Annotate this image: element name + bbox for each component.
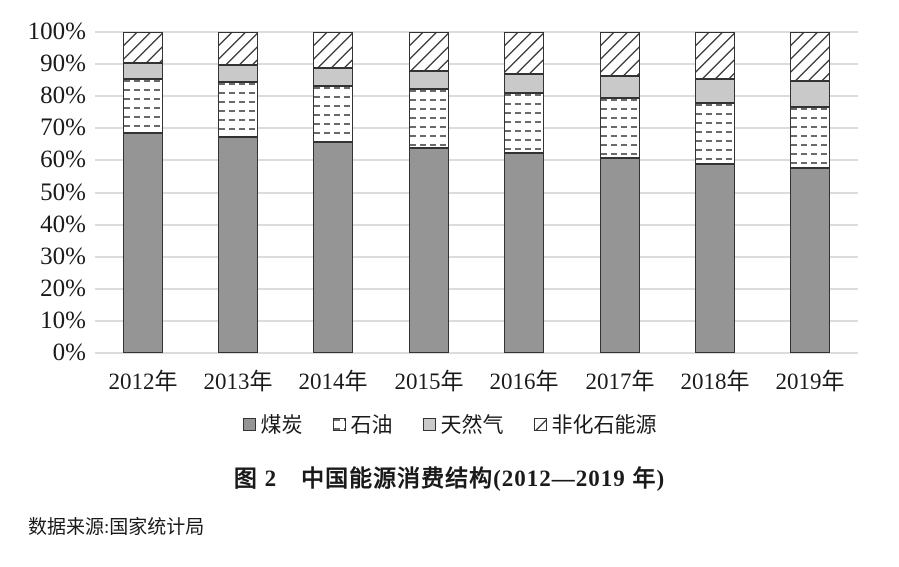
bar-segment-非化石能源: [123, 32, 163, 64]
gridline: [95, 31, 858, 33]
x-axis-tick-label: 2015年: [394, 369, 464, 394]
bar-segment-天然气: [313, 68, 353, 87]
bar-segment-煤炭: [409, 148, 449, 353]
y-axis-tick-label: 60%: [40, 146, 86, 173]
gridline: [95, 320, 858, 322]
legend-label: 煤炭: [260, 413, 303, 437]
bar-segment-非化石能源: [790, 32, 830, 82]
legend-swatch-icon: [422, 417, 436, 431]
legend-swatch-icon: [533, 417, 547, 431]
y-axis-tick-label: 40%: [40, 211, 86, 238]
x-axis-tick-label: 2019年: [775, 369, 845, 394]
y-axis-tick-label: 10%: [40, 307, 86, 334]
bar-segment-天然气: [504, 73, 544, 94]
y-axis-tick-label: 30%: [40, 243, 86, 270]
bar-segment-石油: [409, 89, 449, 149]
bar-segment-非化石能源: [695, 32, 735, 79]
x-axis-tick-label: 2018年: [680, 369, 750, 394]
stacked-bar-2015年: [409, 32, 449, 353]
bar-segment-煤炭: [123, 133, 163, 353]
stacked-bar-2012年: [123, 32, 163, 353]
bar-segment-煤炭: [504, 153, 544, 353]
x-axis-tick-label: 2012年: [108, 369, 178, 394]
gridline: [95, 256, 858, 258]
gridline: [95, 224, 858, 226]
stacked-bar-2016年: [504, 32, 544, 353]
bar-segment-石油: [504, 93, 544, 154]
chart-legend: 煤炭 石油 天然气 非化石能源: [0, 409, 899, 439]
bar-segment-石油: [123, 78, 163, 134]
y-axis-tick-label: 70%: [40, 114, 86, 141]
legend-swatch-icon: [242, 417, 256, 431]
x-axis-tick-label: 2016年: [489, 369, 559, 394]
stacked-bar-2018年: [695, 32, 735, 353]
bar-segment-天然气: [218, 64, 258, 82]
gridline: [95, 288, 858, 290]
bar-segment-非化石能源: [504, 32, 544, 74]
gridline: [95, 127, 858, 129]
y-axis-tick-label: 100%: [27, 18, 86, 45]
x-axis-tick-label: 2013年: [203, 369, 273, 394]
x-axis-tick-label: 2017年: [585, 369, 655, 394]
gridline: [95, 159, 858, 161]
stacked-bar-2014年: [313, 32, 353, 353]
bar-segment-煤炭: [600, 158, 640, 353]
plot-area: [95, 31, 858, 354]
stacked-bar-2013年: [218, 32, 258, 353]
y-axis-tick-label: 20%: [40, 275, 86, 302]
bar-segment-煤炭: [313, 141, 353, 353]
bar-segment-天然气: [600, 75, 640, 98]
gridline: [95, 192, 858, 194]
legend-item-煤炭: 煤炭: [242, 409, 303, 439]
gridline: [95, 352, 858, 354]
data-source-note: 数据来源:国家统计局: [28, 517, 205, 538]
legend-item-非化石能源: 非化石能源: [533, 409, 657, 439]
y-axis-tick-label: 50%: [40, 179, 86, 206]
bar-segment-天然气: [695, 78, 735, 103]
stacked-bar-2017年: [600, 32, 640, 353]
y-axis-tick-label: 80%: [40, 82, 86, 109]
bar-segment-石油: [218, 81, 258, 137]
bar-segment-石油: [695, 102, 735, 164]
y-axis-tick-label: 0%: [52, 339, 86, 366]
bar-segment-天然气: [790, 81, 830, 108]
gridline: [95, 63, 858, 65]
legend-label: 天然气: [440, 413, 504, 437]
bar-segment-煤炭: [790, 167, 830, 353]
bar-segment-天然气: [409, 70, 449, 90]
bar-segment-石油: [313, 86, 353, 142]
gridline: [95, 95, 858, 97]
bar-segment-石油: [790, 107, 830, 168]
legend-label: 石油: [350, 413, 393, 437]
stacked-bar-2019年: [790, 32, 830, 353]
bar-segment-非化石能源: [313, 32, 353, 69]
legend-item-天然气: 天然气: [422, 409, 504, 439]
legend-item-石油: 石油: [332, 409, 393, 439]
bar-segment-非化石能源: [600, 32, 640, 76]
bar-segment-煤炭: [695, 163, 735, 353]
x-axis-tick-label: 2014年: [298, 369, 368, 394]
figure-caption: 图 2 中国能源消费结构(2012—2019 年): [233, 466, 666, 491]
bar-segment-天然气: [123, 63, 163, 79]
y-axis-tick-label: 90%: [40, 50, 86, 77]
bar-segment-非化石能源: [409, 32, 449, 71]
bar-segment-煤炭: [218, 136, 258, 353]
bar-segment-石油: [600, 97, 640, 159]
bar-segment-非化石能源: [218, 32, 258, 65]
legend-label: 非化石能源: [551, 413, 657, 437]
legend-swatch-icon: [332, 417, 346, 431]
